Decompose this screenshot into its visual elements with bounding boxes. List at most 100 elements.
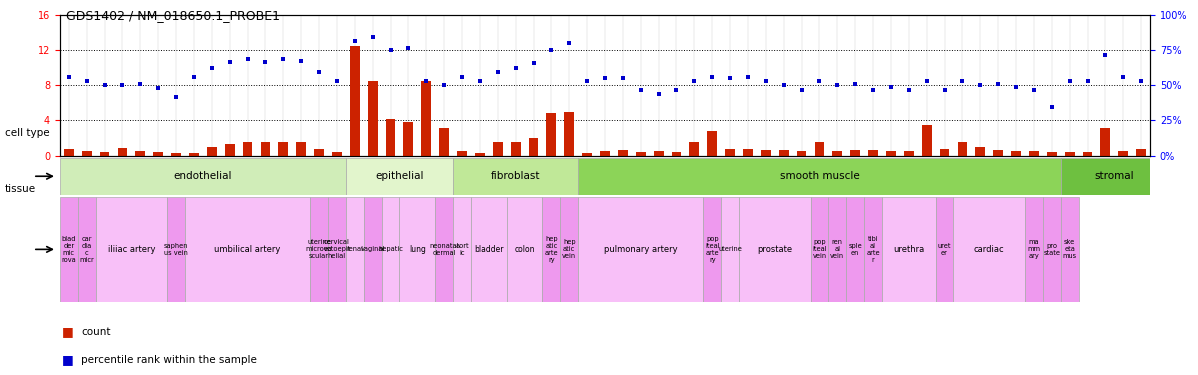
Bar [815, 142, 824, 156]
Bar [278, 142, 289, 156]
Bar [672, 152, 682, 156]
Point [918, 78, 937, 84]
Text: fibroblast: fibroblast [491, 171, 540, 181]
Bar [296, 142, 305, 156]
Point [149, 85, 168, 91]
Point [435, 82, 454, 88]
Bar [81, 151, 91, 156]
Point [1006, 84, 1025, 90]
Bar [939, 148, 950, 156]
Point [59, 74, 78, 80]
Bar [739, 197, 811, 302]
Bar [350, 46, 359, 156]
Point [828, 82, 847, 88]
Bar [207, 147, 217, 156]
Bar [833, 151, 842, 156]
Point [95, 82, 114, 88]
Bar [1065, 152, 1075, 156]
Bar [386, 119, 395, 156]
Point [363, 34, 382, 40]
Point [756, 78, 775, 84]
Point [934, 87, 954, 93]
Bar [1136, 148, 1146, 156]
Text: blad
der
mic
rova: blad der mic rova [61, 236, 77, 263]
Bar [921, 125, 932, 156]
Text: ■: ■ [62, 354, 74, 366]
Point [184, 74, 204, 80]
Bar [1042, 197, 1060, 302]
Bar [1029, 151, 1039, 156]
Bar [721, 197, 739, 302]
Text: colon: colon [514, 245, 534, 254]
Point [703, 74, 722, 80]
Text: ren
al
vein: ren al vein [830, 239, 845, 260]
Bar [96, 197, 168, 302]
Text: ma
mm
ary: ma mm ary [1028, 239, 1040, 260]
Point [1096, 51, 1115, 57]
Bar [1060, 197, 1078, 302]
Point [541, 47, 561, 53]
Text: urethra: urethra [894, 245, 925, 254]
Bar [993, 150, 1003, 156]
Bar [703, 197, 721, 302]
Point [273, 56, 292, 62]
Bar [743, 150, 752, 156]
Point [488, 69, 507, 75]
Text: sple
en: sple en [848, 243, 863, 256]
Text: ske
eta
mus: ske eta mus [1063, 239, 1077, 260]
Text: smooth muscle: smooth muscle [780, 171, 859, 181]
Bar [243, 142, 253, 156]
Point [309, 69, 328, 75]
Bar [543, 197, 561, 302]
Bar [797, 151, 806, 156]
Point [345, 38, 364, 44]
Bar [117, 148, 127, 156]
Point [131, 81, 150, 87]
Point [882, 84, 901, 90]
Text: lung: lung [409, 245, 425, 254]
Bar [153, 152, 163, 156]
Point [577, 78, 597, 84]
Point [1060, 78, 1079, 84]
Bar [99, 152, 109, 156]
Bar [310, 197, 328, 302]
Bar [474, 153, 485, 156]
Point [685, 78, 704, 84]
Bar [1047, 152, 1057, 156]
Text: cell type: cell type [5, 128, 49, 138]
Point [846, 81, 865, 87]
Bar [828, 197, 846, 302]
Bar [382, 197, 399, 302]
Bar [1060, 158, 1168, 195]
Text: GDS1402 / NM_018650.1_PROBE1: GDS1402 / NM_018650.1_PROBE1 [66, 9, 280, 22]
Bar [561, 197, 579, 302]
Text: pulmonary artery: pulmonary artery [604, 245, 678, 254]
Text: pro
state: pro state [1043, 243, 1060, 256]
Point [453, 74, 472, 80]
Bar [618, 150, 628, 156]
Point [595, 75, 615, 81]
Bar [453, 158, 579, 195]
Text: stromal: stromal [1095, 171, 1135, 181]
Point [988, 81, 1008, 87]
Bar [954, 197, 1025, 302]
Bar [528, 138, 538, 156]
Bar [60, 197, 78, 302]
Bar [851, 150, 860, 156]
Bar [1119, 151, 1129, 156]
Point [167, 94, 186, 100]
Bar [60, 158, 346, 195]
Bar [471, 197, 507, 302]
Bar [846, 197, 864, 302]
Text: endothelial: endothelial [174, 171, 232, 181]
Point [202, 65, 222, 71]
Bar [779, 150, 788, 156]
Bar [314, 148, 323, 156]
Text: bladder: bladder [474, 245, 503, 254]
Point [399, 45, 418, 51]
Point [327, 78, 346, 84]
Bar [368, 81, 377, 156]
Bar [636, 152, 646, 156]
Point [720, 75, 739, 81]
Point [774, 82, 793, 88]
